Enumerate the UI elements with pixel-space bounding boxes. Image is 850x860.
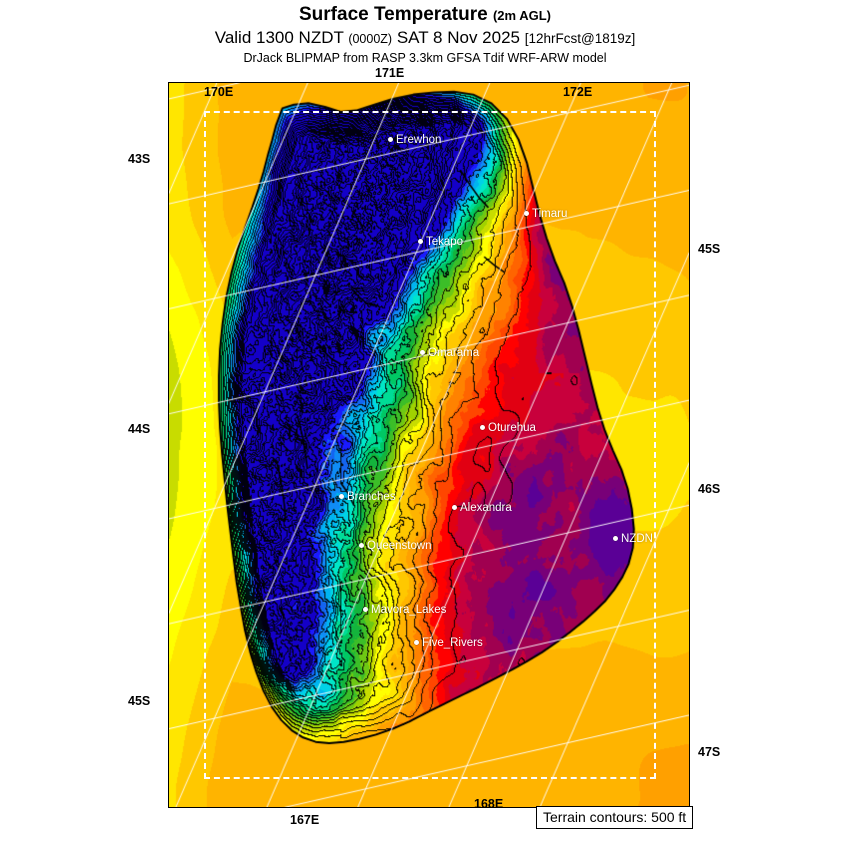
lat-label: 43S	[128, 152, 151, 166]
city-label: Erewhon	[396, 133, 442, 146]
lon-label: 168E	[474, 797, 504, 811]
lat-label: 46S	[698, 482, 721, 496]
terrain-contour-text: Terrain contours: 500 ft	[543, 809, 687, 825]
city-label: NZDN	[621, 532, 653, 545]
city-dot-icon	[420, 350, 425, 356]
city-marker[interactable]: Branches	[339, 488, 396, 506]
lat-label: 47S	[698, 745, 721, 759]
lon-label: 167E	[290, 813, 320, 827]
valid-date-text: SAT 8 Nov 2025	[396, 28, 520, 47]
temperature-field-canvas	[169, 83, 689, 807]
city-marker[interactable]: Timaru	[524, 205, 567, 223]
valid-local-text: Valid 1300 NZDT	[214, 28, 344, 47]
city-marker[interactable]: Alexandra	[452, 499, 512, 517]
city-label: Timaru	[532, 207, 568, 220]
city-dot-icon	[363, 607, 368, 613]
lon-label: 172E	[563, 85, 593, 99]
city-dot-icon	[452, 505, 457, 511]
lon-label: 170E	[204, 85, 234, 99]
city-dot-icon	[613, 536, 618, 542]
city-marker[interactable]: NZDN	[613, 530, 653, 548]
lat-label: 44S	[128, 422, 151, 436]
city-marker[interactable]: Tekapo	[418, 233, 463, 251]
city-dot-icon	[418, 239, 423, 245]
city-label: Five_Rivers	[422, 636, 483, 649]
title-block: Surface Temperature (2m AGL) Valid 1300 …	[0, 0, 850, 66]
city-label: Omarama	[428, 346, 480, 359]
valid-time-line: Valid 1300 NZDT (0000Z) SAT 8 Nov 2025 […	[0, 27, 850, 50]
city-label: Alexandra	[460, 501, 512, 514]
map-frame[interactable]: Erewhon Timaru Tekapo Omarama Oturehua Branch…	[168, 82, 690, 808]
city-label: Queenstown	[367, 539, 432, 552]
page-title: Surface Temperature (2m AGL)	[0, 0, 850, 27]
lat-label: 45S	[698, 242, 721, 256]
valid-utc-text: (0000Z)	[348, 32, 393, 46]
lon-label: 171E	[375, 66, 405, 80]
city-label: Branches	[347, 490, 396, 503]
city-dot-icon	[359, 543, 364, 549]
model-source-line: DrJack BLIPMAP from RASP 3.3km GFSA Tdif…	[243, 51, 607, 65]
city-marker[interactable]: Queenstown	[359, 537, 432, 555]
city-dot-icon	[480, 425, 485, 431]
terrain-contour-legend: Terrain contours: 500 ft	[536, 806, 694, 829]
city-label: Oturehua	[488, 421, 536, 434]
city-marker[interactable]: Mavora_Lakes	[363, 601, 446, 619]
lat-label: 45S	[128, 694, 151, 708]
city-dot-icon	[414, 640, 419, 646]
city-marker[interactable]: Erewhon	[388, 131, 441, 149]
forecast-hour-text: [12hrFcst@1819z]	[524, 31, 636, 46]
city-marker[interactable]: Oturehua	[480, 419, 536, 437]
title-level-text: (2m AGL)	[492, 8, 551, 23]
city-dot-icon	[524, 211, 529, 217]
title-main-text: Surface Temperature	[299, 4, 488, 25]
colorbar-region: [C] -1135791113151719212325 [C]	[0, 822, 850, 860]
city-label: Mavora_Lakes	[371, 603, 447, 616]
city-label: Tekapo	[426, 235, 464, 248]
city-marker[interactable]: Five_Rivers	[414, 634, 483, 652]
city-dot-icon	[388, 137, 393, 143]
city-marker[interactable]: Omarama	[420, 344, 479, 362]
city-dot-icon	[339, 494, 344, 500]
